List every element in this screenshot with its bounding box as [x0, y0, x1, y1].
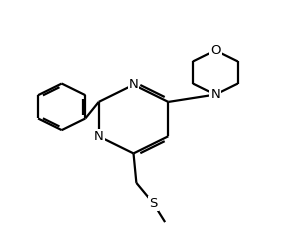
Text: N: N — [129, 78, 138, 91]
Text: S: S — [149, 197, 158, 210]
Text: N: N — [94, 130, 104, 143]
Text: N: N — [211, 88, 220, 101]
Text: O: O — [210, 44, 221, 57]
